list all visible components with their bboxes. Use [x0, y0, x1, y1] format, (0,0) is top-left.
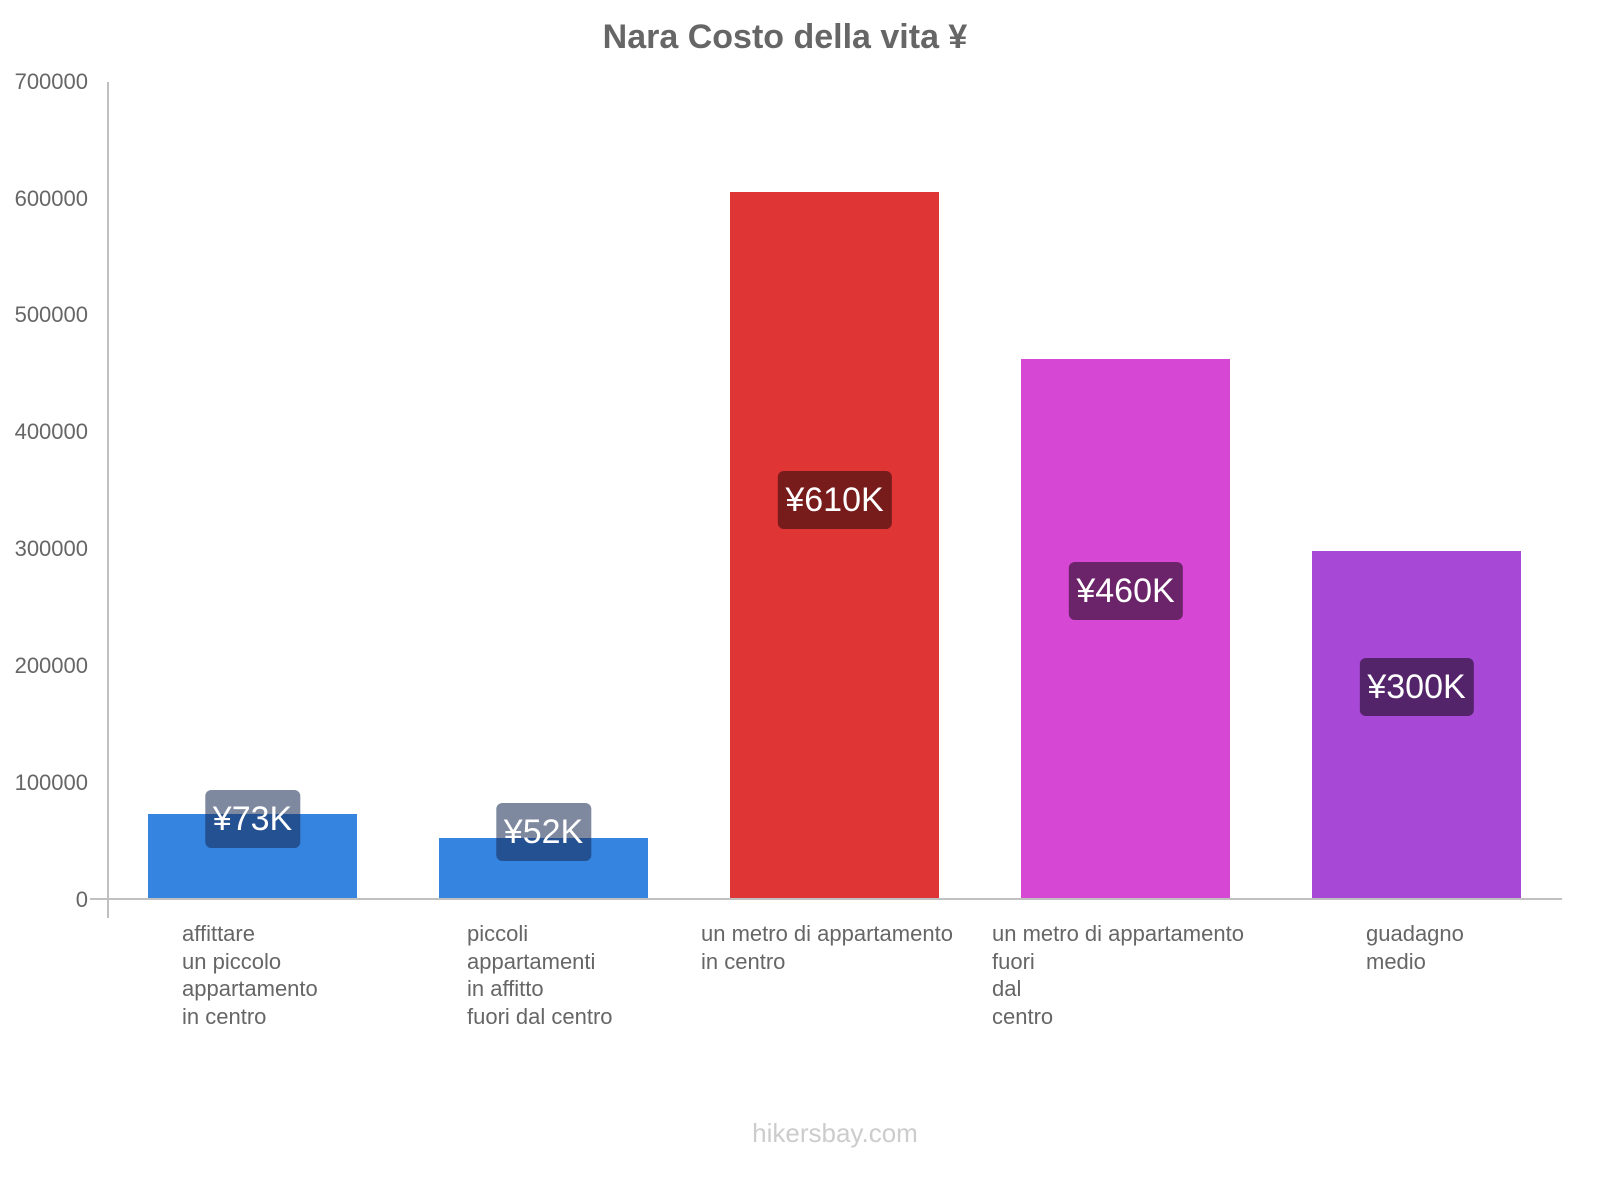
x-category-label: guadagno medio — [1366, 921, 1464, 974]
bar-value-label: ¥610K — [777, 471, 892, 530]
watermark: hikersbay.com — [752, 1118, 918, 1148]
y-tick-label: 200000 — [14, 653, 88, 678]
x-category-label: un metro di appartamento in centro — [701, 921, 953, 974]
y-axis-line — [107, 82, 109, 918]
bar — [1312, 551, 1521, 899]
x-axis-line — [90, 898, 1562, 900]
bar — [1021, 358, 1230, 899]
x-category-label: affittare un piccolo appartamento in cen… — [182, 921, 318, 1029]
bar-value-label: ¥73K — [204, 790, 301, 848]
y-tick-label: 500000 — [14, 302, 88, 327]
bar — [730, 191, 939, 899]
bar-value-label: ¥300K — [1359, 658, 1474, 717]
chart-title: Nara Costo della vita ¥ — [602, 18, 968, 56]
y-tick-label: 100000 — [14, 770, 88, 795]
bar-value-label: ¥460K — [1068, 561, 1183, 620]
y-tick-label: 400000 — [14, 419, 88, 444]
y-tick-label: 600000 — [14, 186, 88, 211]
bar-value-label: ¥52K — [495, 803, 592, 861]
y-tick-label: 0 — [75, 887, 88, 912]
x-category-label: un metro di appartamento fuori dal centr… — [992, 921, 1244, 1029]
x-category-label: piccoli appartamenti in affitto fuori da… — [467, 921, 613, 1029]
y-tick-label: 300000 — [14, 536, 88, 561]
y-tick-label: 700000 — [14, 69, 88, 94]
